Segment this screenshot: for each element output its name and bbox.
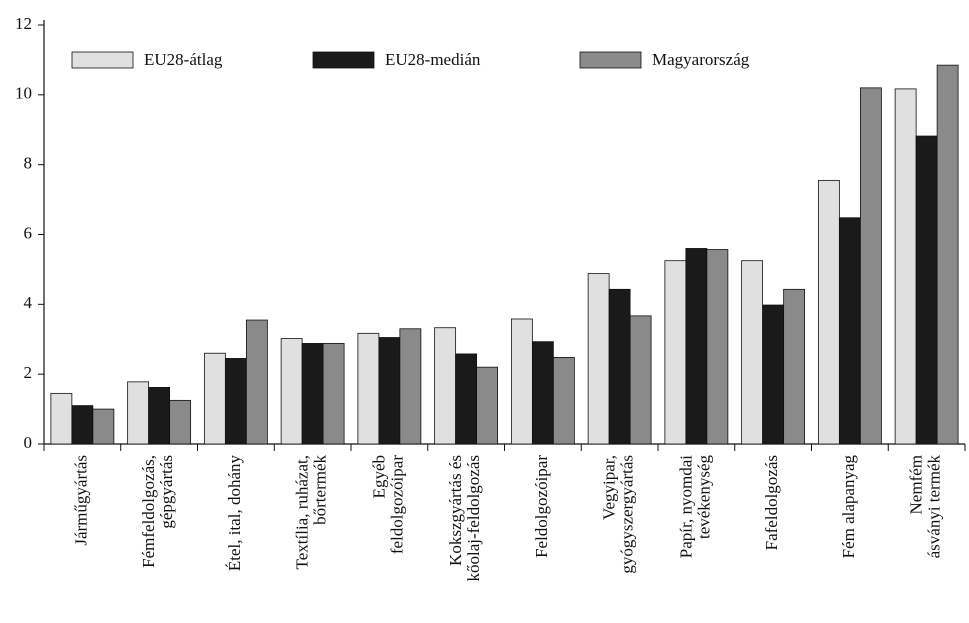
x-tick-label-line: Papír, nyomdai (676, 455, 695, 558)
y-tick-label: 4 (24, 293, 33, 312)
bar (783, 288, 806, 445)
y-tick-label: 6 (24, 223, 33, 242)
x-tick-label-line: Egyéb (369, 455, 388, 498)
bar (936, 64, 959, 445)
y-tick-label: 0 (24, 433, 33, 452)
bar (280, 338, 303, 445)
x-tick-label: Textília, ruházat,bőrtermék (293, 455, 330, 570)
bar (531, 341, 554, 445)
bar (50, 392, 73, 445)
x-tick-label: Papír, nyomdaitevékenység (676, 455, 713, 559)
bar (915, 135, 938, 445)
x-tick-label: Kokszgyártás éskőolaj-feldolgozás (446, 455, 483, 582)
x-tick-label-line: Fém alapanyag (839, 455, 858, 559)
bar (608, 288, 631, 445)
bar (127, 381, 150, 445)
x-tick-label: Fafeldolgozás (762, 455, 781, 550)
bar (859, 87, 882, 445)
y-tick-label: 12 (15, 14, 32, 33)
x-tick-label: Járműgyártás (71, 455, 90, 546)
bar (378, 337, 401, 445)
x-tick-label-line: Fémfeldolgozás, (139, 455, 158, 568)
bar (476, 366, 499, 445)
legend-swatch (71, 51, 134, 69)
x-tick-label-line: Vegyipar, (600, 455, 619, 520)
bar (301, 343, 324, 445)
bar (741, 260, 764, 445)
bar (629, 315, 652, 445)
bar (203, 352, 226, 445)
bar (685, 248, 708, 445)
bar (552, 357, 575, 445)
x-tick-label-line: Járműgyártás (71, 455, 90, 546)
bar (455, 353, 478, 445)
x-tick-label-line: Nemfém (907, 455, 926, 514)
legend-swatch (579, 51, 642, 69)
bar (224, 358, 247, 445)
x-tick-label: Fémfeldolgozás,gépgyártás (139, 455, 176, 568)
x-tick-label: Nemfémásványi termék (907, 455, 944, 559)
bar (148, 387, 171, 445)
x-tick-label-line: tevékenység (694, 455, 713, 540)
x-tick-label-line: ásványi termék (925, 455, 944, 559)
x-tick-label: Vegyipar,gyógyszergyártás (600, 455, 637, 574)
bar (510, 318, 533, 445)
bar (587, 273, 610, 445)
x-tick-label-line: Kokszgyártás és (446, 455, 465, 566)
bar (894, 88, 917, 445)
y-tick-label: 10 (15, 84, 32, 103)
x-tick-label-line: kőolaj-feldolgozás (464, 455, 483, 582)
legend-label: EU28-medián (385, 50, 481, 69)
x-tick-label-line: feldolgozóipar (387, 455, 406, 554)
x-tick-label: Feldolgozóipar (532, 455, 551, 558)
x-tick-label-line: Textília, ruházat, (293, 455, 312, 569)
x-tick-label: Egyébfeldolgozóipar (369, 455, 406, 554)
x-tick-label-line: gépgyártás (157, 455, 176, 529)
bar (322, 343, 345, 445)
bar (245, 319, 268, 445)
x-tick-label-line: Feldolgozóipar (532, 455, 551, 558)
x-tick-label: Fém alapanyag (839, 455, 858, 559)
bar (434, 327, 457, 445)
y-tick-label: 8 (24, 154, 33, 173)
bar (706, 249, 729, 445)
bar (71, 405, 94, 445)
bar (169, 399, 192, 445)
x-tick-label-line: bőrtermék (311, 455, 330, 525)
x-tick-label: Étel, ital, dohány (225, 455, 244, 572)
x-tick-label-line: Fafeldolgozás (762, 455, 781, 550)
legend-swatch (312, 51, 375, 69)
bar (817, 179, 840, 445)
x-tick-label-line: gyógyszergyártás (618, 455, 637, 574)
legend-label: Magyarország (652, 50, 750, 69)
bar (838, 217, 861, 445)
x-tick-label-line: Étel, ital, dohány (225, 455, 244, 572)
bar (92, 408, 115, 445)
bar (357, 332, 380, 445)
bar (399, 328, 422, 445)
legend-label: EU28-átlag (144, 50, 223, 69)
bar (762, 304, 785, 445)
bar (664, 260, 687, 445)
y-tick-label: 2 (24, 363, 33, 382)
